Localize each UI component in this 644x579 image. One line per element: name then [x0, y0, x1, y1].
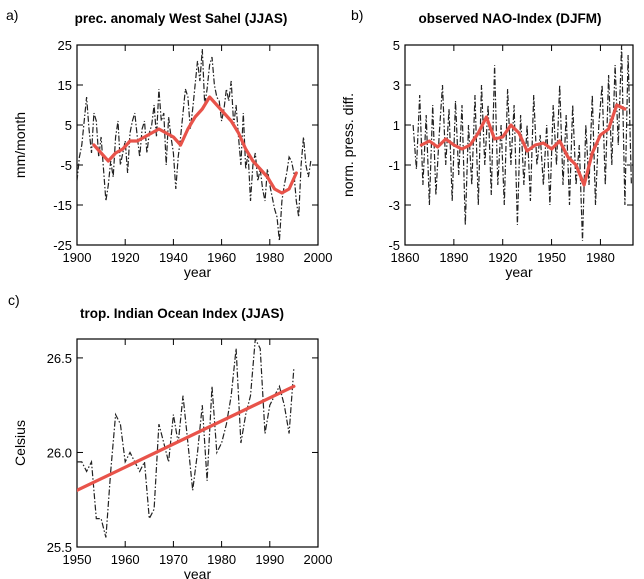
panel-a-smoothed-series-line: [92, 95, 298, 195]
panel-a-y-axis-label: mm/month: [12, 112, 28, 178]
panel-c-x-tick-label: 2000: [304, 552, 333, 567]
panel-b-raw-series-line: [412, 45, 632, 242]
panel-a-x-tick-label: 1940: [159, 250, 188, 265]
panel-a-x-tick-label: 1920: [111, 250, 140, 265]
panel-a-letter: a): [6, 7, 18, 23]
panel-c-y-tick-label: 26.5: [47, 351, 72, 366]
panel-b-letter: b): [351, 7, 363, 23]
panel-b-title: observed NAO-Index (DJFM): [418, 11, 601, 26]
panel-c-smoothed-series-line: [77, 384, 296, 492]
panel-b-x-tick-label: 1890: [439, 250, 468, 265]
panel-c-x-axis-label: year: [184, 566, 212, 579]
panel-c-x-tick-label: 1990: [255, 552, 284, 567]
panel-b-x-tick-label: 1860: [391, 250, 420, 265]
panel-c-x-tick-label: 1960: [111, 552, 140, 567]
panel-a: a) prec. anomaly West Sahel (JJAS) 1900 1…: [6, 7, 332, 280]
panel-b-x-tick-label: 1980: [586, 250, 615, 265]
panel-b-y-tick-label: 3: [393, 78, 400, 93]
panel-a-y-tick-label: 15: [58, 78, 72, 93]
panel-a-y-tick-label: -25: [53, 238, 72, 253]
panel-b-x-axis-label: year: [505, 264, 533, 280]
panel-c-y-tick-label: 26.0: [47, 445, 72, 460]
panel-c-x-tick-label: 1950: [63, 552, 92, 567]
panel-b-x-tick-label: 1920: [488, 250, 517, 265]
panel-c-raw-series-line: [77, 339, 295, 538]
panel-a-raw-series-line: [77, 48, 312, 242]
panel-c-plot-frame: [76, 338, 319, 548]
panel-b-y-tick-label: -3: [388, 198, 400, 213]
panel-a-title: prec. anomaly West Sahel (JJAS): [75, 11, 288, 26]
panel-c-x-tick-label: 1980: [207, 552, 236, 567]
panel-c: c) trop. Indian Ocean Index (JJAS) 1950 1…: [8, 292, 332, 579]
panel-a-x-tick-label: 2000: [304, 250, 333, 265]
panel-c-x-tick-label: 1970: [159, 552, 188, 567]
panel-a-x-tick-label: 1960: [207, 250, 236, 265]
panel-b-y-tick-label: 5: [393, 38, 400, 53]
panel-b-x-tick-label: 1950: [537, 250, 566, 265]
panel-c-y-axis-label: Celsius: [12, 420, 28, 466]
panel-c-title: trop. Indian Ocean Index (JJAS): [80, 306, 284, 321]
panel-a-y-tick-label: 5: [65, 118, 72, 133]
panel-a-y-tick-label: 25: [58, 38, 72, 53]
panel-a-x-tick-label: 1980: [255, 250, 284, 265]
panel-c-y-tick-label: 25.5: [47, 540, 72, 555]
panel-a-y-tick-label: -5: [60, 158, 72, 173]
panel-b-y-tick-label: 1: [393, 118, 400, 133]
panel-a-x-tick-label: 1900: [63, 250, 92, 265]
panel-c-letter: c): [8, 292, 20, 308]
panel-b-y-tick-label: -1: [388, 158, 400, 173]
panel-b-plot-frame: [404, 44, 634, 246]
panel-a-x-axis-label: year: [184, 264, 212, 280]
panel-b-y-tick-label: -5: [388, 238, 400, 253]
panel-b-y-axis-label: norm. press. diff.: [340, 93, 356, 197]
panel-a-y-tick-label: -15: [53, 198, 72, 213]
panel-b-smoothed-series-line: [419, 103, 627, 187]
panel-b: b) observed NAO-Index (DJFM) 1860 1890 192…: [340, 7, 634, 280]
panel-a-plot-frame: [76, 44, 319, 246]
